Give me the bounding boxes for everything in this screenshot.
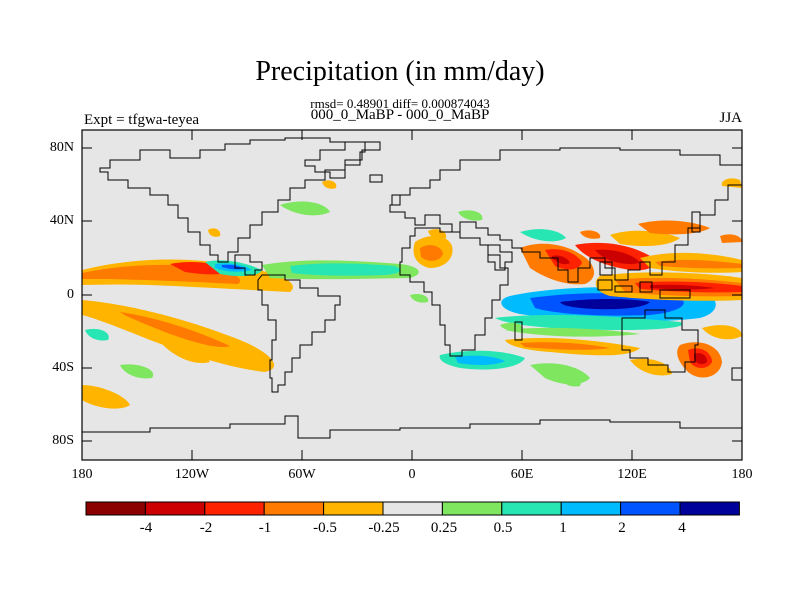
lon-label-0: 0 [408,467,416,482]
colorbar-swatch [323,501,384,516]
colorbar-label: -4 [139,520,153,536]
season-label: JJA [719,110,742,126]
lat-label-80n: 80N [49,140,74,155]
colorbar-label: 2 [618,520,626,536]
coastlines [82,137,742,439]
colorbar [85,501,740,516]
colorbar-label: -0.25 [368,520,400,536]
colorbar-label: 0.5 [493,520,513,536]
plot-title: Precipitation (in mm/day) [255,56,545,87]
colorbar-label: -2 [199,520,213,536]
lat-label-40s: 40S [52,360,74,375]
stats-subtitle: rmsd= 0.48901 diff= 0.000874043 [310,96,490,111]
colorbar-swatch [263,501,325,516]
lat-label-40n: 40N [49,213,74,228]
colorbar-swatch [144,501,206,516]
colorbar-label: -1 [258,520,272,536]
lat-label-80s: 80S [52,433,74,448]
lon-label-120e: 120E [617,467,647,482]
lon-label-120w: 120W [174,467,210,482]
colorbar-swatch [560,501,622,516]
colorbar-swatch [85,501,146,516]
lon-label-60e: 60E [510,467,534,482]
lat-label-0: 0 [67,287,74,302]
lon-label-180e: 180 [731,467,753,482]
colorbar-swatch [620,501,681,516]
colorbar-label: 0.25 [430,520,458,536]
colorbar-label: 4 [678,520,686,536]
colorbar-swatch [441,501,503,516]
colorbar-label: -0.5 [313,520,337,536]
cases-subtitle: 000_0_MaBP - 000_0_MaBP [310,107,490,123]
axis-ticks [81,130,743,460]
lon-label-60w: 60W [288,467,316,482]
colorbar-label: 1 [559,520,567,536]
colorbar-swatch [382,501,443,516]
colorbar-swatch [679,501,740,516]
colorbar-swatch [501,501,562,516]
experiment-label: Expt = tfgwa-teyea [84,112,200,128]
lon-label-180w: 180 [71,467,93,482]
colorbar-swatch [204,501,265,516]
